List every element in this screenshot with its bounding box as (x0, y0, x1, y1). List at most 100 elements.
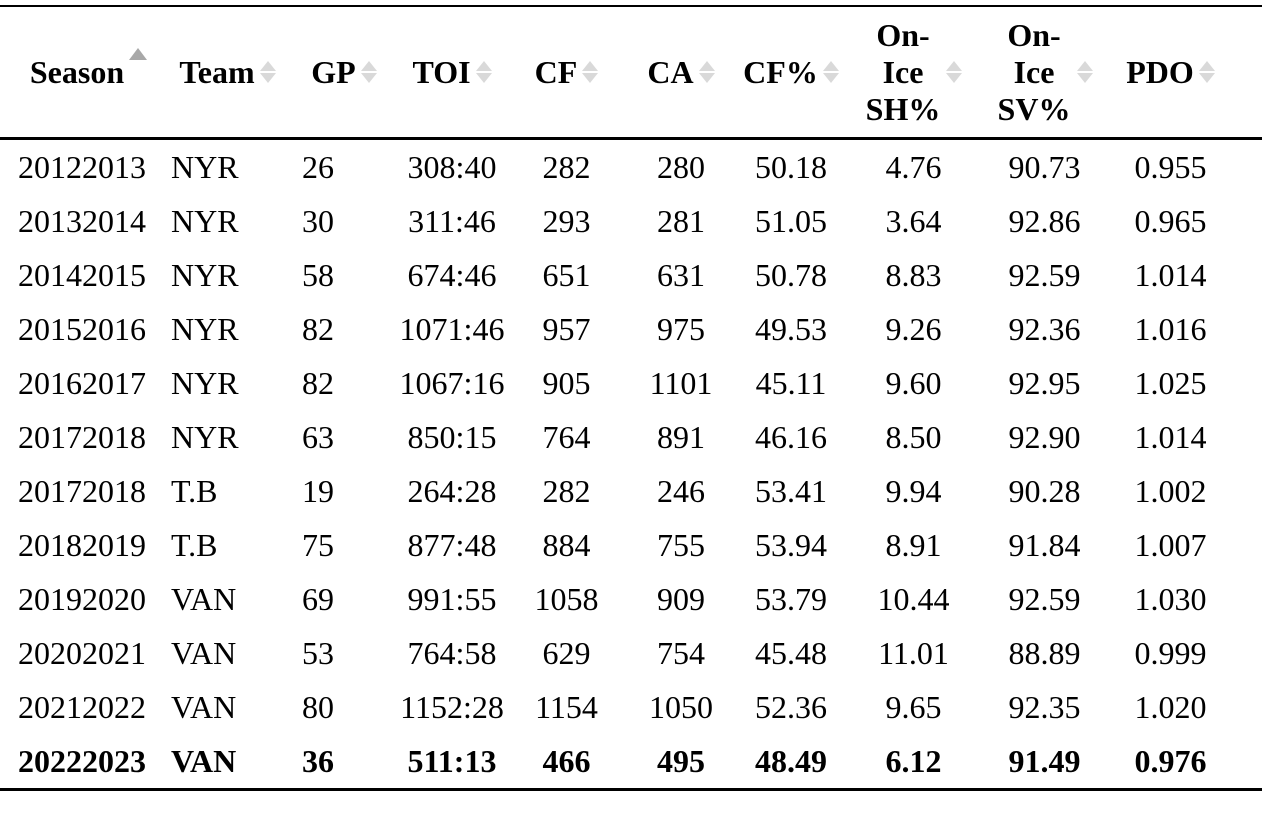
cell-cf: 282 (542, 472, 591, 509)
cell-team: NYR (171, 148, 239, 185)
table-row: 20172018 T.B 19 264:28 282 246 53.41 9.94 90.28 1… (0, 464, 1262, 518)
cell-ca: 280 (657, 148, 705, 185)
column-header-ca[interactable]: CA (627, 6, 735, 139)
cell-ca: 495 (657, 742, 705, 779)
cell-gp: 30 (302, 202, 334, 239)
sort-ascending-icon (129, 48, 148, 60)
table-row: 20222023 VAN 36 511:13 466 495 48.49 6.12 91.49 0… (0, 734, 1262, 790)
cell-pdo: 1.007 (1134, 526, 1207, 563)
column-label-ca: CA (647, 53, 694, 90)
cell-on_ice_sh_pct: 10.44 (877, 580, 950, 617)
column-header-season[interactable]: Season (0, 6, 165, 139)
cell-ca: 975 (657, 310, 705, 347)
cell-on_ice_sv_pct: 88.89 (1008, 634, 1081, 671)
cell-toi: 1152:28 (400, 688, 504, 725)
cell-team: NYR (171, 202, 239, 239)
column-header-team[interactable]: Team (165, 6, 290, 139)
cell-toi: 1067:16 (399, 364, 505, 401)
cell-ca: 755 (657, 526, 705, 563)
cell-ca: 909 (657, 580, 705, 617)
cell-season: 20182019 (18, 526, 146, 563)
cell-cf_pct: 45.48 (755, 634, 827, 671)
cell-on_ice_sh_pct: 9.26 (885, 310, 942, 347)
table-row: 20162017 NYR 82 1067:16 905 1101 45.11 9.60 92.9… (0, 356, 1262, 410)
cell-cf: 293 (542, 202, 591, 239)
cell-on_ice_sv_pct: 91.49 (1008, 742, 1081, 779)
cell-cf_pct: 49.53 (755, 310, 827, 347)
cell-gp: 82 (302, 310, 334, 347)
column-label-on_ice_sv_pct: On-Ice SV% (997, 16, 1071, 127)
cell-cf: 1058 (534, 580, 599, 617)
column-label-pdo: PDO (1126, 53, 1194, 90)
column-header-toi[interactable]: TOI (398, 6, 506, 139)
cell-ca: 1050 (649, 688, 713, 725)
cell-ca: 754 (657, 634, 705, 671)
table-header: Season Team GP TOI CF CA CF% On-Ice SH% On-Ice S… (0, 6, 1262, 139)
cell-team: NYR (171, 310, 239, 347)
cell-season: 20172018 (18, 472, 146, 509)
cell-pdo: 1.030 (1134, 580, 1207, 617)
cell-pdo: 1.002 (1134, 472, 1207, 509)
stats-table: Season Team GP TOI CF CA CF% On-Ice SH% On-Ice S… (0, 5, 1262, 791)
column-header-pdo[interactable]: PDO (1109, 6, 1262, 139)
cell-cf_pct: 50.18 (755, 148, 827, 185)
cell-team: NYR (171, 256, 239, 293)
cell-toi: 1071:46 (399, 310, 505, 347)
sort-both-icon (360, 61, 377, 83)
cell-on_ice_sv_pct: 90.28 (1008, 472, 1081, 509)
cell-cf: 629 (542, 634, 591, 671)
sort-both-icon (582, 61, 599, 83)
cell-gp: 36 (302, 742, 334, 779)
cell-on_ice_sv_pct: 92.90 (1008, 418, 1081, 455)
cell-cf_pct: 51.05 (755, 202, 827, 239)
cell-toi: 877:48 (407, 526, 497, 563)
column-label-cf_pct: CF% (743, 53, 818, 90)
column-label-toi: TOI (412, 53, 471, 90)
sort-both-icon (475, 61, 492, 83)
column-header-cf_pct[interactable]: CF% (735, 6, 847, 139)
table-row: 20122013 NYR 26 308:40 282 280 50.18 4.76 90.73 0… (0, 139, 1262, 195)
cell-toi: 264:28 (407, 472, 497, 509)
cell-on_ice_sh_pct: 11.01 (878, 634, 949, 671)
cell-ca: 246 (657, 472, 705, 509)
cell-team: NYR (171, 364, 239, 401)
table-row: 20172018 NYR 63 850:15 764 891 46.16 8.50 92.90 1… (0, 410, 1262, 464)
cell-cf: 282 (542, 148, 591, 185)
cell-on_ice_sh_pct: 8.50 (885, 418, 942, 455)
cell-pdo: 1.014 (1134, 256, 1207, 293)
cell-gp: 80 (302, 688, 334, 725)
table-row: 20152016 NYR 82 1071:46 957 975 49.53 9.26 92.36… (0, 302, 1262, 356)
cell-team: VAN (171, 688, 237, 725)
cell-season: 20132014 (18, 202, 146, 239)
cell-cf_pct: 48.49 (755, 742, 827, 779)
column-header-cf[interactable]: CF (506, 6, 627, 139)
cell-pdo: 0.999 (1134, 634, 1207, 671)
cell-gp: 58 (302, 256, 334, 293)
cell-ca: 631 (657, 256, 705, 293)
table-row: 20182019 T.B 75 877:48 884 755 53.94 8.91 91.84 1… (0, 518, 1262, 572)
column-header-on_ice_sv_pct[interactable]: On-Ice SV% (980, 6, 1109, 139)
column-header-on_ice_sh_pct[interactable]: On-Ice SH% (847, 6, 980, 139)
sort-both-icon (259, 61, 276, 83)
cell-season: 20222023 (18, 742, 146, 779)
cell-cf_pct: 53.41 (755, 472, 827, 509)
cell-cf: 466 (542, 742, 591, 779)
cell-pdo: 1.016 (1134, 310, 1207, 347)
cell-season: 20152016 (18, 310, 146, 347)
sort-both-icon (1077, 61, 1093, 83)
cell-on_ice_sv_pct: 92.36 (1008, 310, 1081, 347)
cell-pdo: 1.020 (1134, 688, 1207, 725)
table-body: 20122013 NYR 26 308:40 282 280 50.18 4.76 90.73 0… (0, 139, 1262, 790)
cell-ca: 891 (657, 418, 705, 455)
cell-cf: 651 (542, 256, 591, 293)
cell-season: 20172018 (18, 418, 146, 455)
table-row: 20142015 NYR 58 674:46 651 631 50.78 8.83 92.59 1… (0, 248, 1262, 302)
cell-gp: 69 (302, 580, 334, 617)
cell-season: 20162017 (18, 364, 146, 401)
cell-season: 20192020 (18, 580, 146, 617)
cell-toi: 764:58 (407, 634, 497, 671)
cell-on_ice_sh_pct: 9.60 (885, 364, 942, 401)
cell-pdo: 1.014 (1134, 418, 1207, 455)
cell-cf: 884 (542, 526, 591, 563)
column-header-gp[interactable]: GP (290, 6, 398, 139)
